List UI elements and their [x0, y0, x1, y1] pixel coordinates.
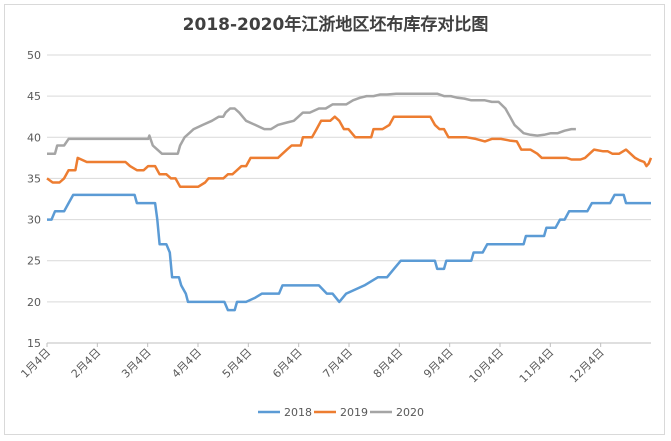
series-line-2018 [47, 193, 651, 312]
y-tick-label: 20 [27, 296, 41, 309]
x-tick-label: 8月4日 [371, 346, 406, 381]
y-tick-label: 45 [27, 90, 41, 103]
x-tick-label: 9月4日 [421, 346, 456, 381]
x-tick-label: 5月4日 [220, 346, 255, 381]
y-tick-label: 30 [27, 214, 41, 227]
legend-label-2018: 2018 [284, 406, 312, 419]
y-tick-label: 40 [27, 131, 41, 144]
series-line-2020 [47, 92, 576, 155]
x-tick-label: 7月4日 [320, 346, 355, 381]
series-line-2019 [46, 115, 653, 188]
x-tick-label: 2月4日 [69, 346, 104, 381]
x-tick-label: 10月4日 [467, 346, 507, 386]
y-tick-label: 15 [27, 337, 41, 350]
x-tick-label: 4月4日 [169, 346, 204, 381]
x-tick-label: 11月4日 [517, 346, 557, 386]
legend-label-2019: 2019 [340, 406, 368, 419]
x-tick-label: 6月4日 [270, 346, 305, 381]
x-tick-label: 12月4日 [567, 346, 607, 386]
y-tick-label: 25 [27, 255, 41, 268]
y-tick-label: 35 [27, 172, 41, 185]
chart-title: 2018-2020年江浙地区坯布库存对比图 [182, 15, 489, 35]
x-tick-label: 1月4日 [18, 346, 53, 381]
x-tick-label: 3月4日 [119, 346, 154, 381]
legend-label-2020: 2020 [396, 406, 424, 419]
y-tick-label: 50 [27, 49, 41, 62]
